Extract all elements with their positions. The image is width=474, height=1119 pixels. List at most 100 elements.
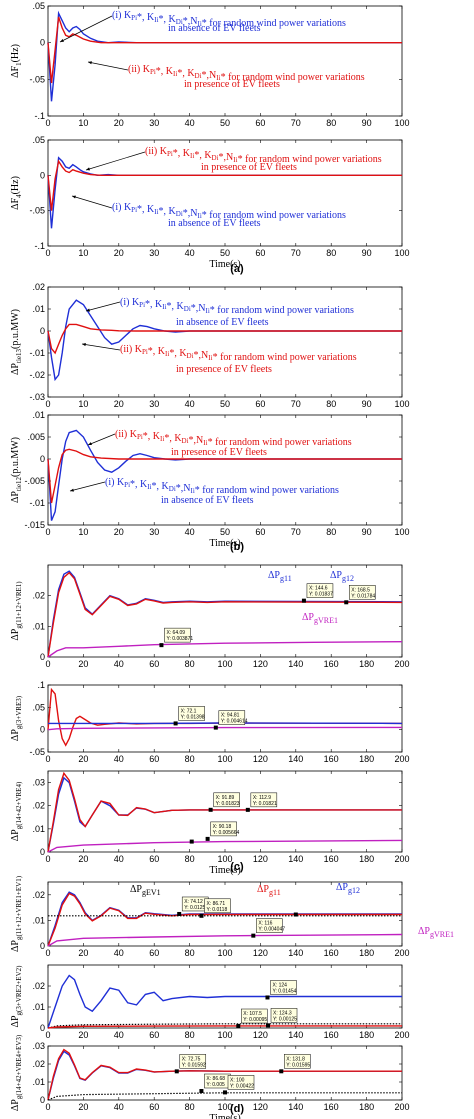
xtick-label-b2-0: 0 xyxy=(45,527,50,537)
xtick-label-c1-8: 160 xyxy=(324,659,339,669)
datatip-marker-d2-0 xyxy=(265,995,270,1000)
xtick-label-d1-4: 80 xyxy=(185,948,195,958)
xtick-label-c3-0: 0 xyxy=(45,854,50,864)
xtick-label-c1-7: 140 xyxy=(288,659,303,669)
series-line-d2-2 xyxy=(47,1025,402,1029)
annotation-arrow-a1-1 xyxy=(87,61,129,71)
datatip-box-d1-2 xyxy=(256,918,283,933)
xtick-label-c1-6: 120 xyxy=(253,659,268,669)
xtick-label-a1-2: 20 xyxy=(114,118,124,128)
ytick-label-a1-0: -.1 xyxy=(34,111,45,121)
ylabel-d1: ΔPg(11+12+VRE1+EV1) xyxy=(10,875,23,952)
annotation-arrowhead-b2-1 xyxy=(70,488,74,492)
datatip-text-c1-0-0: X: 144.6 xyxy=(309,586,328,592)
ytick-label-a2-1: -.05 xyxy=(29,206,45,216)
datatip-marker-d3-2 xyxy=(199,1089,204,1093)
series-line-d3-1 xyxy=(47,1048,402,1101)
annotation-a1-0-line1: (i) KPi*, KIi*, KDi*,NIi* for random win… xyxy=(112,10,346,29)
datatip-text-d3-1-0: X: 131.8 xyxy=(286,1056,305,1062)
datatip-text-d3-0-1: Y: 0.01592 xyxy=(182,1062,206,1068)
datatip-marker-c2-0 xyxy=(173,721,178,726)
annotation-arrowhead-a2-0 xyxy=(86,167,90,171)
ytick-label-c2-3: .1 xyxy=(37,680,45,690)
xtick-label-c2-5: 100 xyxy=(217,754,232,764)
xtick-label-d2-0: 0 xyxy=(45,1030,50,1040)
xtick-label-a2-6: 60 xyxy=(255,248,265,258)
datatip-text-d1-0-1: Y: 0.01251 xyxy=(184,905,208,911)
caption-a: (a) xyxy=(230,263,244,275)
xtick-label-b2-6: 60 xyxy=(255,527,265,537)
xtick-label-d3-9: 180 xyxy=(359,1102,374,1112)
annotation-arrow-a1-0 xyxy=(59,15,113,43)
ylabel-d2: ΔPg(3+VRE2+EV2) xyxy=(10,965,23,1028)
datatip-marker-c3-1 xyxy=(245,807,250,812)
ytick-label-b1-3: 0 xyxy=(40,326,45,336)
datatip-box-c3-1 xyxy=(250,792,278,808)
series-label-c1-2: ΔPgVRE1 xyxy=(302,612,338,625)
ylabel-d3: ΔPg(14+42+VRE4+EV3) xyxy=(10,1034,23,1111)
xtick-label-d2-7: 140 xyxy=(288,1030,303,1040)
ytick-label-b2-4: .005 xyxy=(27,432,45,442)
ytick-label-d3-3: .03 xyxy=(32,1041,45,1051)
xtick-label-b2-2: 20 xyxy=(114,527,124,537)
plot-frame-c3 xyxy=(47,770,403,853)
ytick-label-a2-0: -.1 xyxy=(34,241,45,251)
annotation-b2-0-line2: in presence of EV fleets xyxy=(171,447,267,458)
xtick-label-c2-10: 200 xyxy=(394,754,409,764)
xtick-label-d1-8: 160 xyxy=(324,948,339,958)
xtick-label-d3-6: 120 xyxy=(253,1102,268,1112)
series-line-b1-1 xyxy=(47,323,402,355)
ytick-label-c1-2: .02 xyxy=(32,591,45,601)
ytick-label-b1-5: .02 xyxy=(32,282,45,292)
ytick-label-d2-0: 0 xyxy=(40,1023,45,1033)
datatip-box-d2-2 xyxy=(270,1008,298,1023)
xtick-label-d1-5: 100 xyxy=(217,948,232,958)
xtick-label-c2-4: 80 xyxy=(185,754,195,764)
xtick-label-a2-2: 20 xyxy=(114,248,124,258)
datatip-text-d1-2-0: X: 116 xyxy=(258,921,272,927)
ylabel-b2: ΔPtie12(p.u.MW) xyxy=(10,437,23,503)
xtick-label-d2-8: 160 xyxy=(324,1030,339,1040)
xtick-label-c1-0: 0 xyxy=(45,659,50,669)
xtick-label-d1-9: 180 xyxy=(359,948,374,958)
xtick-label-d1-7: 140 xyxy=(288,948,303,958)
xtick-label-c3-4: 80 xyxy=(185,854,195,864)
datatip-box-d2-1 xyxy=(241,1008,268,1024)
annotation-b1-1-line2: in presence of EV fleets xyxy=(176,364,272,375)
series-line-d3-2 xyxy=(47,1092,402,1101)
ytick-label-a1-3: .05 xyxy=(32,1,45,11)
xtick-label-a2-3: 30 xyxy=(149,248,159,258)
annotation-arrowhead-a1-0 xyxy=(60,38,64,42)
datatip-box-c1-1 xyxy=(348,585,376,600)
series-line-c3-1 xyxy=(47,771,402,853)
datatip-text-d2-2-1: Y: 0.00125 xyxy=(273,1016,297,1022)
xtick-label-b1-0: 0 xyxy=(45,399,50,409)
xtick-label-c3-1: 20 xyxy=(78,854,88,864)
series-line-d2-0 xyxy=(47,974,402,1029)
series-label-d1-1: ΔPg11 xyxy=(257,884,281,897)
xtick-label-b1-3: 30 xyxy=(149,399,159,409)
ytick-label-d3-1: .01 xyxy=(32,1077,45,1087)
annotation-arrowhead-b1-1 xyxy=(82,343,86,347)
datatip-text-d3-3-1: Y: 0.00422 xyxy=(230,1083,254,1089)
series-line-a2-1 xyxy=(47,159,402,211)
ytick-label-b1-2: -.01 xyxy=(29,348,45,358)
datatip-marker-d2-1 xyxy=(236,1024,241,1029)
xtick-label-d3-0: 0 xyxy=(45,1102,50,1112)
ytick-label-d3-2: .02 xyxy=(32,1059,45,1069)
xtick-label-c2-0: 0 xyxy=(45,754,50,764)
ylabel-c1: ΔPg(11+12+VRE1) xyxy=(10,581,23,641)
ytick-label-a1-2: 0 xyxy=(40,38,45,48)
xtick-label-d2-4: 80 xyxy=(185,1030,195,1040)
datatip-text-c1-2-0: X: 64.09 xyxy=(166,630,185,636)
xtick-label-c2-3: 60 xyxy=(149,754,159,764)
datatip-marker-d1-2 xyxy=(251,933,256,938)
ytick-label-d1-0: 0 xyxy=(40,941,45,951)
datatip-marker-d1-1 xyxy=(199,913,204,918)
datatip-box-c1-0 xyxy=(306,583,334,598)
xtick-label-c1-5: 100 xyxy=(217,659,232,669)
datatip-text-c3-1-0: X: 112.9 xyxy=(253,795,271,801)
ytick-label-d1-2: .02 xyxy=(32,890,45,900)
annotation-b1-0-line2: in absence of EV fleets xyxy=(176,317,269,328)
xtick-label-c3-5: 100 xyxy=(217,854,232,864)
